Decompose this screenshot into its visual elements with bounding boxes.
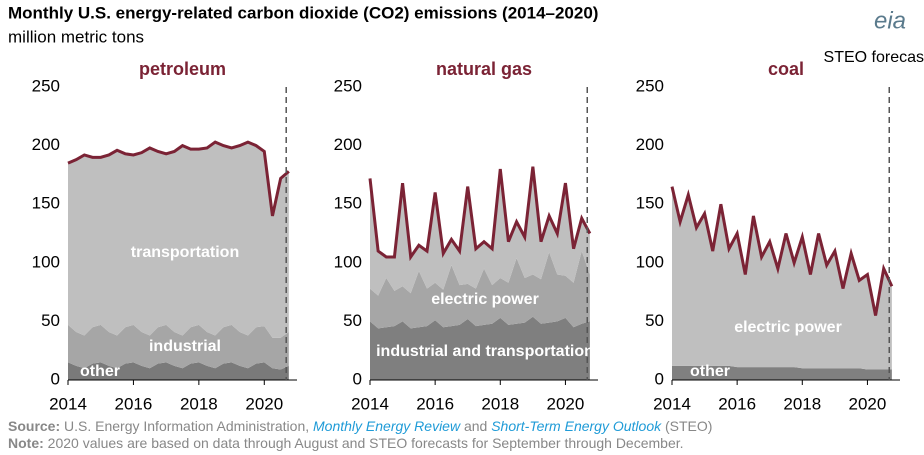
logo: eia (874, 7, 906, 34)
x-tick-label: 2014 (351, 394, 389, 413)
y-tick-label: 100 (636, 252, 664, 271)
x-tick-label: 2018 (180, 394, 218, 413)
area-label: residential and commercial (342, 109, 548, 126)
subtitle: million metric tons (8, 27, 144, 46)
x-tick-label: 2020 (245, 394, 283, 413)
note: Note: 2020 values are based on data thro… (8, 435, 684, 451)
y-tick-label: 100 (32, 252, 60, 271)
x-tick-label: 2018 (481, 394, 519, 413)
area (68, 362, 289, 380)
area (370, 316, 590, 380)
y-tick-label: 200 (636, 135, 664, 154)
note-label: Note: (8, 435, 44, 451)
source-link: Monthly Energy Review (313, 418, 461, 434)
area (68, 142, 289, 338)
y-tick-label: 100 (334, 252, 362, 271)
area (672, 365, 892, 380)
x-tick-label: 2016 (718, 394, 756, 413)
area (370, 251, 590, 329)
y-tick-label: 50 (41, 311, 60, 330)
y-tick-label: 250 (32, 76, 60, 95)
area (672, 186, 892, 370)
source: Source: U.S. Energy Information Administ… (8, 418, 712, 434)
y-tick-label: 50 (645, 311, 664, 330)
x-tick-label: 2014 (653, 394, 691, 413)
area-label: industrial (149, 338, 221, 355)
area-label: electric power (431, 291, 539, 308)
x-tick-label: 2016 (416, 394, 454, 413)
x-tick-label: 2016 (115, 394, 153, 413)
y-tick-label: 200 (32, 135, 60, 154)
chart-title: Monthly U.S. energy-related carbon dioxi… (8, 3, 598, 22)
y-tick-label: 200 (334, 135, 362, 154)
total-line (670, 186, 894, 316)
area (68, 324, 289, 370)
forecast-label: STEO forecast (824, 49, 924, 66)
area-label: industrial and transportation (376, 343, 594, 360)
panel-title: coal (768, 59, 804, 79)
total-line (368, 166, 592, 262)
source-link: Short-Term Energy Outlook (491, 418, 662, 434)
y-tick-label: 50 (343, 311, 362, 330)
source-text: and (460, 418, 491, 434)
note-text: 2020 values are based on data through Au… (44, 435, 684, 451)
source-text: (STEO) (661, 418, 712, 434)
total-line (67, 140, 290, 217)
x-tick-label: 2018 (783, 394, 821, 413)
panel-title: petroleum (139, 59, 226, 79)
area-label: transportation (131, 244, 239, 261)
panel-title: natural gas (436, 59, 532, 79)
y-tick-label: 0 (353, 369, 362, 388)
x-tick-label: 2020 (547, 394, 585, 413)
source-label: Source: (8, 418, 60, 434)
y-tick-label: 250 (334, 76, 362, 95)
y-tick-label: 150 (32, 194, 60, 213)
y-tick-label: 150 (636, 194, 664, 213)
area-label: other (690, 363, 730, 380)
y-tick-label: 0 (655, 369, 664, 388)
area-label: other (80, 363, 120, 380)
source-text: U.S. Energy Information Administration, (60, 418, 313, 434)
y-tick-label: 0 (51, 369, 60, 388)
y-tick-label: 150 (334, 194, 362, 213)
x-tick-label: 2014 (49, 394, 87, 413)
x-tick-label: 2020 (849, 394, 887, 413)
area-label: electric power (734, 319, 842, 336)
y-tick-label: 250 (636, 76, 664, 95)
